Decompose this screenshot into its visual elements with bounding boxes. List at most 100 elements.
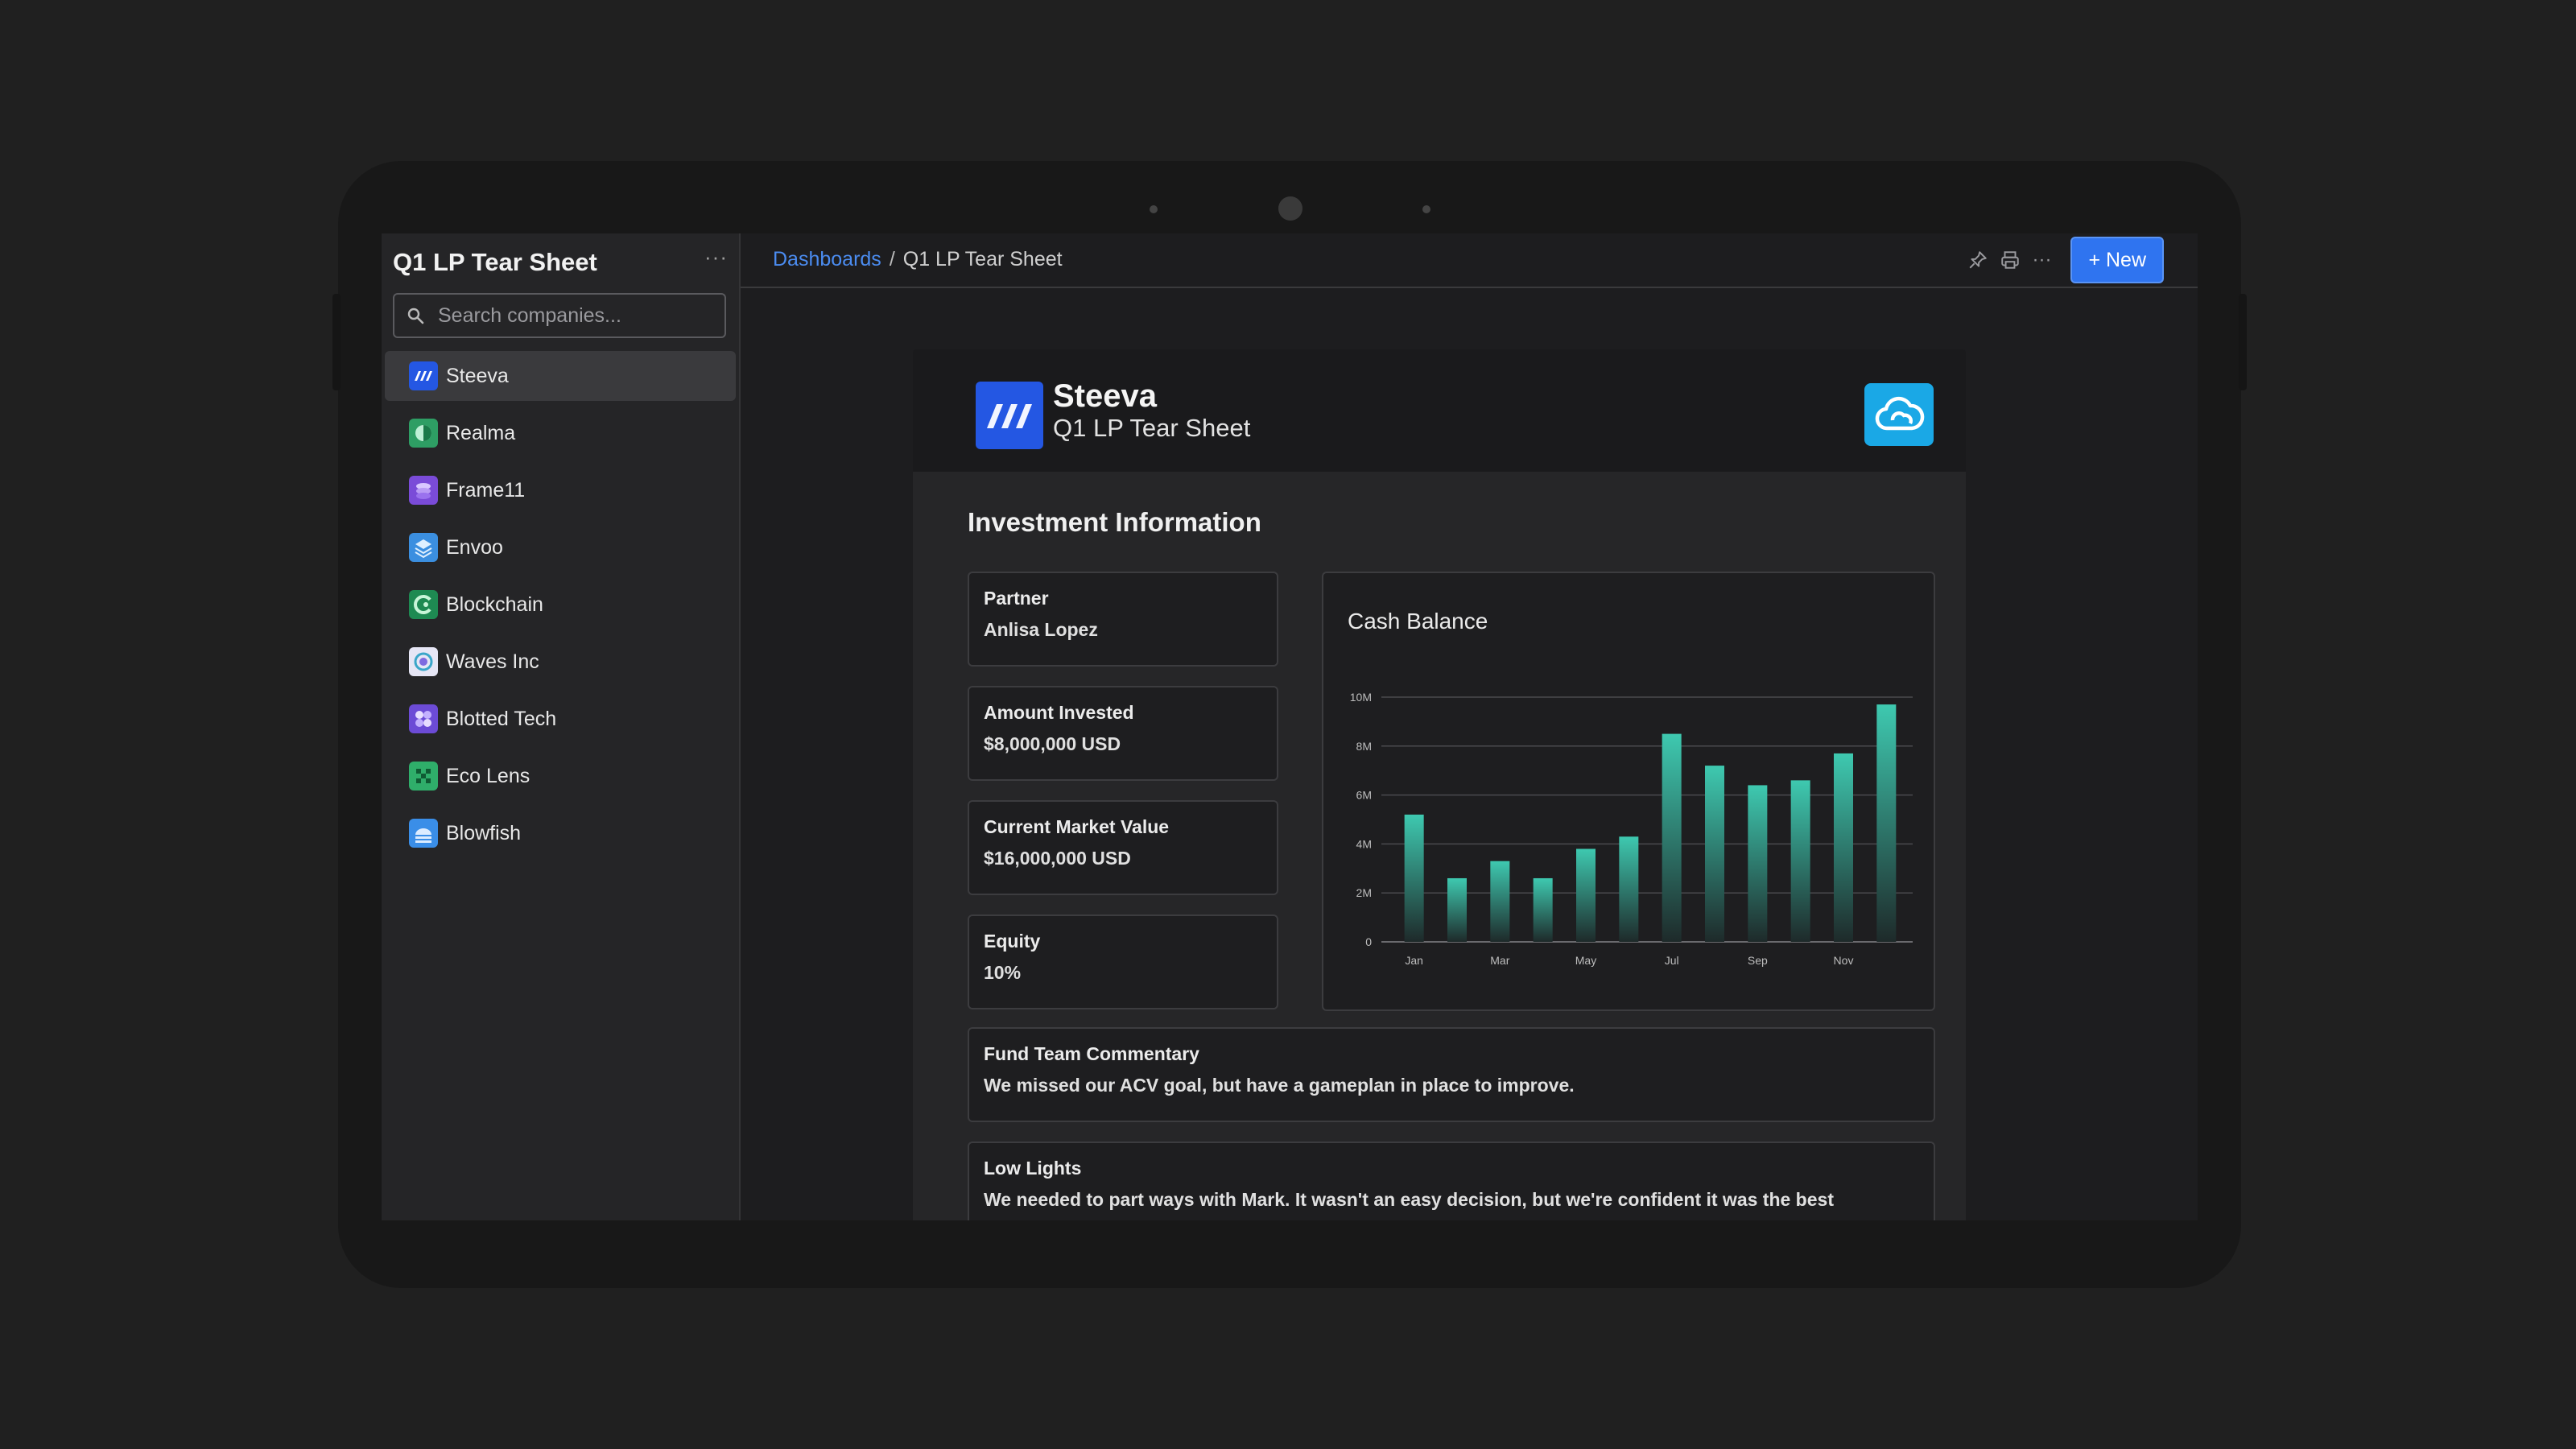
company-list: Steeva Realma Frame11 Envoo	[385, 351, 736, 865]
field-label: Current Market Value	[984, 816, 1170, 837]
cloud-icon	[1864, 383, 1934, 446]
steeva-logo-icon	[976, 382, 1043, 449]
sidebar-item-label: Steeva	[446, 364, 509, 387]
more-options-icon[interactable]: ···	[2032, 249, 2052, 270]
field-label: Fund Team Commentary	[984, 1043, 1199, 1064]
field-label: Amount Invested	[984, 702, 1134, 723]
x-tick-label: Jan	[1405, 954, 1423, 967]
bar-oct[interactable]	[1790, 780, 1810, 942]
sidebar-item-label: Blowfish	[446, 821, 522, 844]
bar-may[interactable]	[1576, 848, 1596, 942]
breadcrumb-dashboards-link[interactable]: Dashboards	[773, 248, 881, 270]
pin-icon[interactable]	[1967, 250, 1988, 270]
bar-nov[interactable]	[1834, 753, 1853, 942]
company-search[interactable]	[393, 293, 726, 338]
sidebar-item-label: Eco Lens	[446, 764, 530, 787]
realma-logo-icon	[409, 419, 438, 448]
bar-aug[interactable]	[1705, 766, 1724, 942]
sidebar-item-label: Realma	[446, 421, 516, 444]
sidebar-item-frame11[interactable]: Frame11	[385, 465, 736, 515]
y-tick-label: 2M	[1356, 886, 1372, 899]
sidebar-item-label: Waves Inc	[446, 650, 539, 673]
bar-mar[interactable]	[1490, 861, 1510, 942]
sidebar-item-eco-lens[interactable]: Eco Lens	[385, 751, 736, 801]
chart-title: Cash Balance	[1348, 609, 1488, 634]
print-icon[interactable]	[2000, 250, 2021, 270]
frame11-logo-icon	[409, 476, 438, 505]
field-value: $16,000,000 USD	[984, 848, 1131, 869]
blockchain-logo-icon	[409, 590, 438, 619]
field-value: $8,000,000 USD	[984, 733, 1121, 754]
company-name: Steeva	[1053, 378, 1157, 414]
sidebar-item-steeva[interactable]: Steeva	[385, 351, 736, 401]
bar-sep[interactable]	[1748, 785, 1768, 942]
cash-balance-chart: Cash Balance 0 2M 4M 6M 8M 10M Jan Mar May Jul Sep…	[1322, 572, 1935, 1011]
front-camera	[1278, 196, 1302, 221]
sidebar-more-icon[interactable]: ···	[704, 245, 728, 269]
tablet-side-button	[2239, 294, 2247, 390]
tear-sheet-card: Steeva Q1 LP Tear Sheet Investment Infor…	[913, 349, 1966, 1220]
field-value: Anlisa Lopez	[984, 619, 1098, 640]
sidebar-item-envoo[interactable]: Envoo	[385, 522, 736, 572]
x-tick-label: May	[1575, 954, 1596, 967]
sidebar-item-blockchain[interactable]: Blockchain	[385, 580, 736, 630]
sidebar-item-waves-inc[interactable]: Waves Inc	[385, 637, 736, 687]
bar-jul[interactable]	[1662, 733, 1682, 942]
sidebar-item-label: Envoo	[446, 535, 503, 559]
bar-jun[interactable]	[1619, 836, 1639, 942]
waves-inc-logo-icon	[409, 647, 438, 676]
chart-plot: 0 2M 4M 6M 8M 10M Jan Mar May Jul Sep Nov	[1350, 691, 1913, 967]
sheet-subtitle: Q1 LP Tear Sheet	[1053, 414, 1251, 442]
sidebar-title: Q1 LP Tear Sheet	[393, 248, 597, 276]
tablet-side-button	[332, 294, 341, 390]
breadcrumb-current: Q1 LP Tear Sheet	[902, 248, 1063, 270]
eco-lens-logo-icon	[409, 762, 438, 791]
sidebar-item-label: Blockchain	[446, 592, 543, 616]
envoo-logo-icon	[409, 533, 438, 562]
sidebar-item-blowfish[interactable]: Blowfish	[385, 808, 736, 858]
equity-field: Equity 10%	[968, 914, 1278, 1009]
tear-sheet-header: Steeva Q1 LP Tear Sheet	[913, 349, 1966, 472]
field-label: Low Lights	[984, 1158, 1082, 1179]
field-label: Partner	[984, 588, 1049, 609]
x-tick-label: Nov	[1834, 954, 1854, 967]
breadcrumb-separator: /	[889, 248, 895, 270]
sidebar-item-label: Blotted Tech	[446, 707, 557, 730]
search-input[interactable]	[436, 303, 705, 328]
market-value-field: Current Market Value $16,000,000 USD	[968, 800, 1278, 895]
sidebar-item-blotted-tech[interactable]: Blotted Tech	[385, 694, 736, 744]
bar-feb[interactable]	[1447, 877, 1467, 942]
blowfish-logo-icon	[409, 819, 438, 848]
y-tick-label: 6M	[1356, 789, 1372, 802]
y-tick-label: 0	[1365, 935, 1372, 948]
toolbar: ··· + New	[1967, 237, 2164, 283]
fund-commentary-field: Fund Team Commentary We missed our ACV g…	[968, 1027, 1935, 1122]
partner-field: Partner Anlisa Lopez	[968, 572, 1278, 667]
x-tick-label: Jul	[1665, 954, 1679, 967]
sidebar-item-label: Frame11	[446, 478, 526, 502]
field-value: We needed to part ways with Mark. It was…	[984, 1189, 1834, 1210]
search-icon	[407, 308, 424, 324]
y-tick-label: 8M	[1356, 740, 1372, 753]
blotted-tech-logo-icon	[409, 704, 438, 733]
steeva-logo-icon	[409, 361, 438, 390]
section-title: Investment Information	[968, 507, 1261, 537]
x-tick-label: Mar	[1490, 954, 1509, 967]
bar-apr[interactable]	[1533, 877, 1553, 942]
bar-jan[interactable]	[1404, 814, 1424, 942]
x-tick-label: Sep	[1748, 954, 1768, 967]
bar-dec[interactable]	[1876, 704, 1897, 942]
field-value: We missed our ACV goal, but have a gamep…	[984, 1075, 1575, 1096]
amount-invested-field: Amount Invested $8,000,000 USD	[968, 686, 1278, 781]
app-screen: Q1 LP Tear Sheet ··· Steeva Realma	[382, 233, 2198, 1220]
sidebar-item-realma[interactable]: Realma	[385, 408, 736, 458]
field-value: 10%	[984, 962, 1022, 983]
low-lights-field: Low Lights We needed to part ways with M…	[968, 1141, 1935, 1220]
field-label: Equity	[984, 931, 1041, 952]
sidebar: Q1 LP Tear Sheet ··· Steeva Realma	[382, 233, 741, 1220]
camera-sensor-dot	[1150, 205, 1158, 213]
camera-sensor-dot	[1422, 205, 1430, 213]
top-bar: Dashboards / Q1 LP Tear Sheet ··· + New	[741, 233, 2198, 288]
new-button[interactable]: + New	[2070, 237, 2164, 283]
breadcrumb: Dashboards / Q1 LP Tear Sheet	[773, 248, 1063, 271]
